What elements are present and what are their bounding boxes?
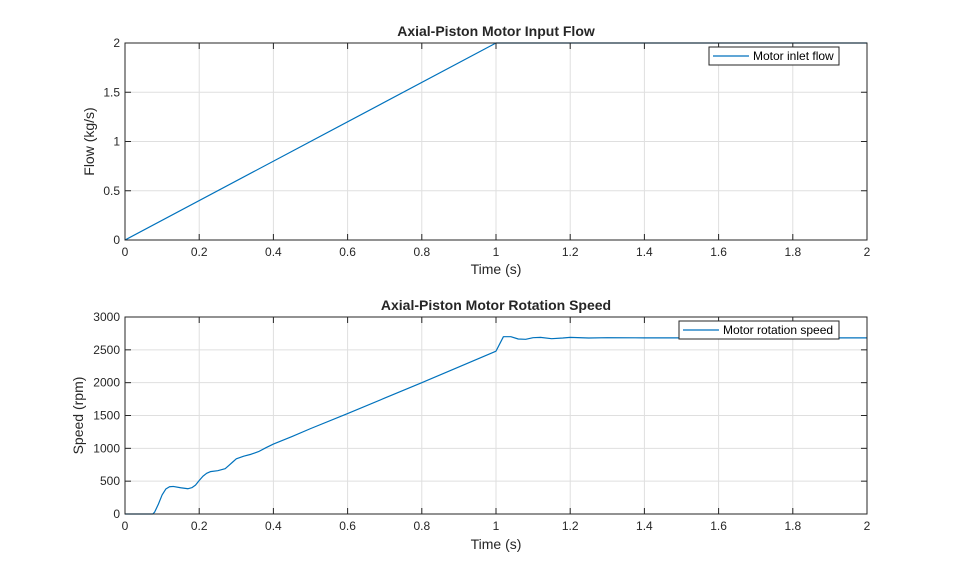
chart-2-y-tick-label: 3000 bbox=[93, 310, 120, 324]
chart-1-legend-label: Motor inlet flow bbox=[753, 49, 834, 63]
chart-1-x-tick-label: 0.6 bbox=[339, 245, 356, 259]
chart-2-y-axis-label: Speed (rpm) bbox=[70, 377, 86, 455]
chart-1-x-tick-label: 1.8 bbox=[784, 245, 801, 259]
chart-2-x-tick-label: 1 bbox=[493, 519, 500, 533]
chart-2-x-tick-label: 0.8 bbox=[413, 519, 430, 533]
chart-1-y-tick-label: 0 bbox=[113, 233, 120, 247]
chart-1-axes: 0 0.2 0.4 0.6 0.8 1 1.2 1.4 1.6 1.8 2 0 0.5 1 1.5 2 Axia… bbox=[81, 23, 871, 277]
chart-1-y-tick-label: 0.5 bbox=[103, 184, 120, 198]
chart-1-y-tick-label: 1 bbox=[113, 135, 120, 149]
chart-2-y-tick-label: 1000 bbox=[93, 441, 120, 455]
chart-2-x-axis-label: Time (s) bbox=[471, 536, 522, 552]
chart-2-x-tick-label: 1.2 bbox=[562, 519, 579, 533]
chart-2-legend-label: Motor rotation speed bbox=[723, 323, 833, 337]
chart-1-y-axis-label: Flow (kg/s) bbox=[81, 107, 97, 175]
chart-1-x-tick-label: 1 bbox=[493, 245, 500, 259]
chart-1-y-tick-label: 1.5 bbox=[103, 85, 120, 99]
chart-1-x-axis-label: Time (s) bbox=[471, 261, 522, 277]
chart-2-axes: 0 0.2 0.4 0.6 0.8 1 1.2 1.4 1.6 1.8 2 0 500 1000 1500 2… bbox=[70, 297, 871, 552]
chart-2-x-tick-label: 0.2 bbox=[191, 519, 208, 533]
chart-2-x-tick-label: 1.8 bbox=[784, 519, 801, 533]
chart-2-y-tick-label: 2000 bbox=[93, 376, 120, 390]
chart-2-x-tick-label: 1.6 bbox=[710, 519, 727, 533]
chart-2-y-tick-label: 2500 bbox=[93, 343, 120, 357]
chart-1-x-tick-label: 2 bbox=[864, 245, 871, 259]
chart-1-legend-box bbox=[708, 46, 840, 66]
chart-2-x-tick-label: 0.4 bbox=[265, 519, 282, 533]
chart-2-series-line bbox=[125, 336, 867, 515]
chart-1-title: Axial-Piston Motor Input Flow bbox=[397, 23, 595, 39]
chart-2-x-tick-label: 0 bbox=[122, 519, 129, 533]
chart-2-y-tick-label: 0 bbox=[113, 507, 120, 521]
chart-2-y-tick-label: 500 bbox=[100, 474, 120, 488]
chart-2-legend: Motor rotation speed bbox=[678, 320, 840, 340]
chart-1-legend: Motor inlet flow bbox=[708, 46, 840, 66]
chart-1-x-tick-label: 1.4 bbox=[636, 245, 653, 259]
chart-1-y-tick-label: 2 bbox=[113, 36, 120, 50]
chart-2-x-tick-label: 2 bbox=[864, 519, 871, 533]
chart-1-x-tick-label: 1.2 bbox=[562, 245, 579, 259]
chart-1-x-tick-label: 0.4 bbox=[265, 245, 282, 259]
chart-1-x-tick-label: 0 bbox=[122, 245, 129, 259]
chart-2-title: Axial-Piston Motor Rotation Speed bbox=[381, 297, 611, 313]
chart-2-x-tick-label: 0.6 bbox=[339, 519, 356, 533]
chart-1-x-tick-label: 0.8 bbox=[413, 245, 430, 259]
chart-2-x-tick-label: 1.4 bbox=[636, 519, 653, 533]
chart-1-x-tick-label: 0.2 bbox=[191, 245, 208, 259]
chart-1-x-tick-label: 1.6 bbox=[710, 245, 727, 259]
chart-2-y-tick-label: 1500 bbox=[93, 409, 120, 423]
chart-2-legend-box bbox=[678, 320, 840, 340]
